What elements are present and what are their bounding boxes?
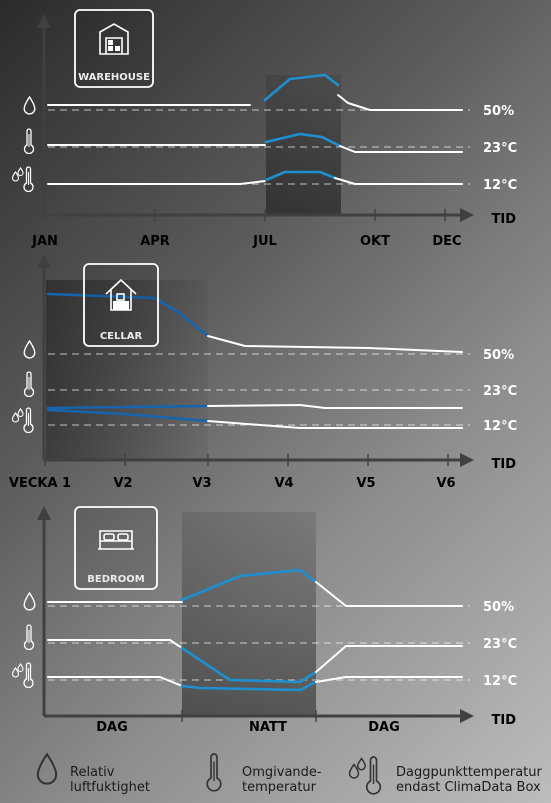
reference-value-label: 50% xyxy=(483,348,514,363)
x-tick-label: VECKA 1 xyxy=(9,476,71,491)
labels: JAN APR JUL OKT DEC TID 50% 23°C 12°C WAREHOUSE VE… xyxy=(9,72,543,795)
legend-label: Relativ xyxy=(70,765,115,780)
bed-frame xyxy=(98,530,134,550)
legend-label: endast ClimaData Box xyxy=(396,780,541,795)
legend-label: Omgivande- xyxy=(242,765,322,780)
droplet-icon xyxy=(23,340,36,359)
reference-value-label: 12°C xyxy=(483,674,517,689)
x-tick-label: JUL xyxy=(252,234,277,249)
x-tick-label: DAG xyxy=(368,720,400,735)
legend-label: temperatur xyxy=(242,780,317,795)
series-line xyxy=(47,180,266,185)
x-tick-label: APR xyxy=(140,234,170,249)
cellar-floor xyxy=(113,301,129,310)
series-lines xyxy=(46,73,463,692)
x-tick-label: JAN xyxy=(31,234,58,249)
pillow xyxy=(103,533,115,541)
x-tick-label: V3 xyxy=(192,476,211,491)
series-line xyxy=(47,676,183,687)
reference-value-label: 50% xyxy=(483,104,514,119)
x-tick-label: V5 xyxy=(356,476,375,491)
thermometer-icon xyxy=(23,128,35,154)
droplet-icon xyxy=(23,592,36,611)
reference-value-label: 23°C xyxy=(483,637,517,652)
x-axis-arrow xyxy=(460,453,474,467)
warehouse-icon xyxy=(99,23,129,55)
reference-value-label: 50% xyxy=(483,600,514,615)
shaded-period xyxy=(182,512,316,716)
box xyxy=(115,46,120,51)
droplet-icon xyxy=(23,96,36,115)
dewpoint-icon xyxy=(11,166,34,192)
series-line xyxy=(315,676,463,683)
series-line xyxy=(47,639,183,649)
dewpoint-icon xyxy=(11,407,34,433)
panel-title: BEDROOM xyxy=(87,574,144,585)
panel-title: WAREHOUSE xyxy=(78,72,150,83)
series-line xyxy=(207,420,463,429)
y-axis-arrow xyxy=(37,254,51,268)
series-line xyxy=(334,177,463,185)
reference-value-label: 23°C xyxy=(483,384,517,399)
x-axis-label: TID xyxy=(492,457,517,472)
axes xyxy=(37,14,474,723)
thermometer-icon xyxy=(23,624,35,650)
series-line xyxy=(180,646,318,684)
y-axis-arrow xyxy=(37,14,51,28)
dewpoint-icon xyxy=(11,662,34,688)
warehouse-door xyxy=(105,37,123,54)
panel-icon-frame xyxy=(74,506,158,590)
x-axis-arrow xyxy=(460,208,474,222)
icons xyxy=(11,9,382,795)
series-line xyxy=(207,335,463,353)
y-axis-arrow xyxy=(37,506,51,520)
series-line xyxy=(180,568,318,602)
pillow xyxy=(117,533,129,541)
panel-title: CELLAR xyxy=(100,331,143,342)
reference-value-label: 12°C xyxy=(483,419,517,434)
series-line xyxy=(315,581,463,607)
series-line xyxy=(263,73,340,102)
series-line xyxy=(315,645,463,673)
warehouse-roof xyxy=(99,23,129,55)
series-line xyxy=(337,94,463,111)
series-line xyxy=(207,404,463,409)
x-tick-label: V6 xyxy=(436,476,455,491)
panel-icon-frame xyxy=(74,9,154,88)
series-line xyxy=(46,408,210,423)
x-tick-label: DAG xyxy=(96,720,128,735)
series-line xyxy=(46,404,210,410)
reference-value-label: 12°C xyxy=(483,178,517,193)
droplet-icon xyxy=(36,753,58,785)
x-tick-label: DEC xyxy=(432,234,461,249)
thermometer-icon xyxy=(206,753,222,792)
x-tick-label: NATT xyxy=(249,720,287,735)
window xyxy=(116,293,125,301)
series-line xyxy=(180,680,318,692)
reference-value-label: 23°C xyxy=(483,141,517,156)
x-tick-label: V4 xyxy=(274,476,293,491)
legend-label: Daggpunkttemperatur xyxy=(396,765,542,780)
x-tick-label: OKT xyxy=(360,234,390,249)
shaded-period xyxy=(266,75,341,215)
series-line xyxy=(46,292,210,338)
series-line xyxy=(264,132,342,148)
bedroom-icon xyxy=(98,530,134,550)
box xyxy=(108,40,113,45)
x-axis-label: TID xyxy=(492,713,517,728)
x-axis-arrow xyxy=(460,709,474,723)
cellar-icon xyxy=(105,278,137,311)
legend-label: luftfuktighet xyxy=(70,780,150,795)
box xyxy=(108,46,113,51)
x-tick-label: V2 xyxy=(113,476,132,491)
x-axis-label: TID xyxy=(492,212,517,227)
series-line xyxy=(339,145,463,153)
series-line xyxy=(264,170,337,182)
dewpoint-icon xyxy=(348,756,382,795)
thermometer-icon xyxy=(23,371,35,397)
